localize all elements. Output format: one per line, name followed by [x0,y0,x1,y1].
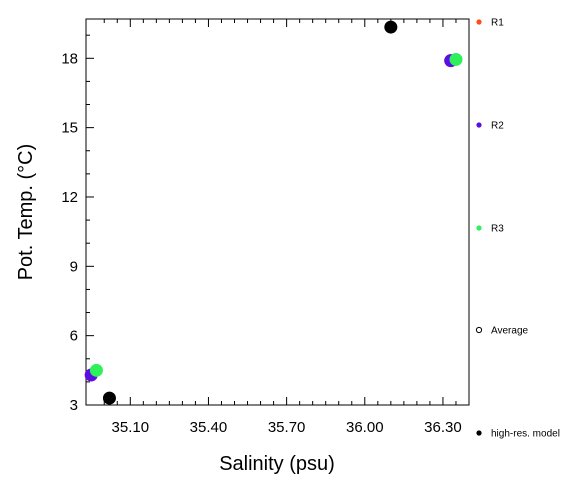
legend-label: high-res. model [491,429,560,440]
y-tick-label: 18 [61,50,78,67]
legend-marker [476,225,482,231]
legend-label: R1 [491,18,504,29]
y-axis-ticks: 3 6 9 12 15 18 [61,34,94,414]
data-points [84,20,463,405]
x-tick-label: 35.70 [268,419,306,436]
legend-label: R2 [491,121,504,132]
data-point-r3 [449,52,463,66]
y-axis-title: Pot. Temp. (°C) [15,144,37,281]
y-tick-label: 6 [70,328,78,345]
legend-marker [476,122,482,128]
x-tick-label: 36.00 [346,419,384,436]
legend-label: R3 [491,224,504,235]
data-point-high-res-model [384,20,398,34]
legend-marker [475,326,483,334]
legend: R1 R2 R3 Average high-res. model [475,18,560,440]
data-point-r3 [89,363,103,377]
data-point-high-res-model [102,391,116,405]
x-axis-ticks: 35.10 35.40 35.70 36.00 36.30 [103,19,470,436]
plot-frame [85,18,470,406]
x-tick-label: 36.30 [424,419,462,436]
y-tick-label: 3 [70,397,78,414]
y-tick-label: 12 [61,189,78,206]
y-tick-label: 15 [61,120,78,137]
legend-marker [476,430,482,436]
y-tick-label: 9 [70,258,78,275]
x-tick-label: 35.40 [190,419,228,436]
x-axis-title: Salinity (psu) [219,453,335,475]
legend-label: Average [491,326,529,337]
legend-marker [476,19,482,25]
x-tick-label: 35.10 [112,419,150,436]
